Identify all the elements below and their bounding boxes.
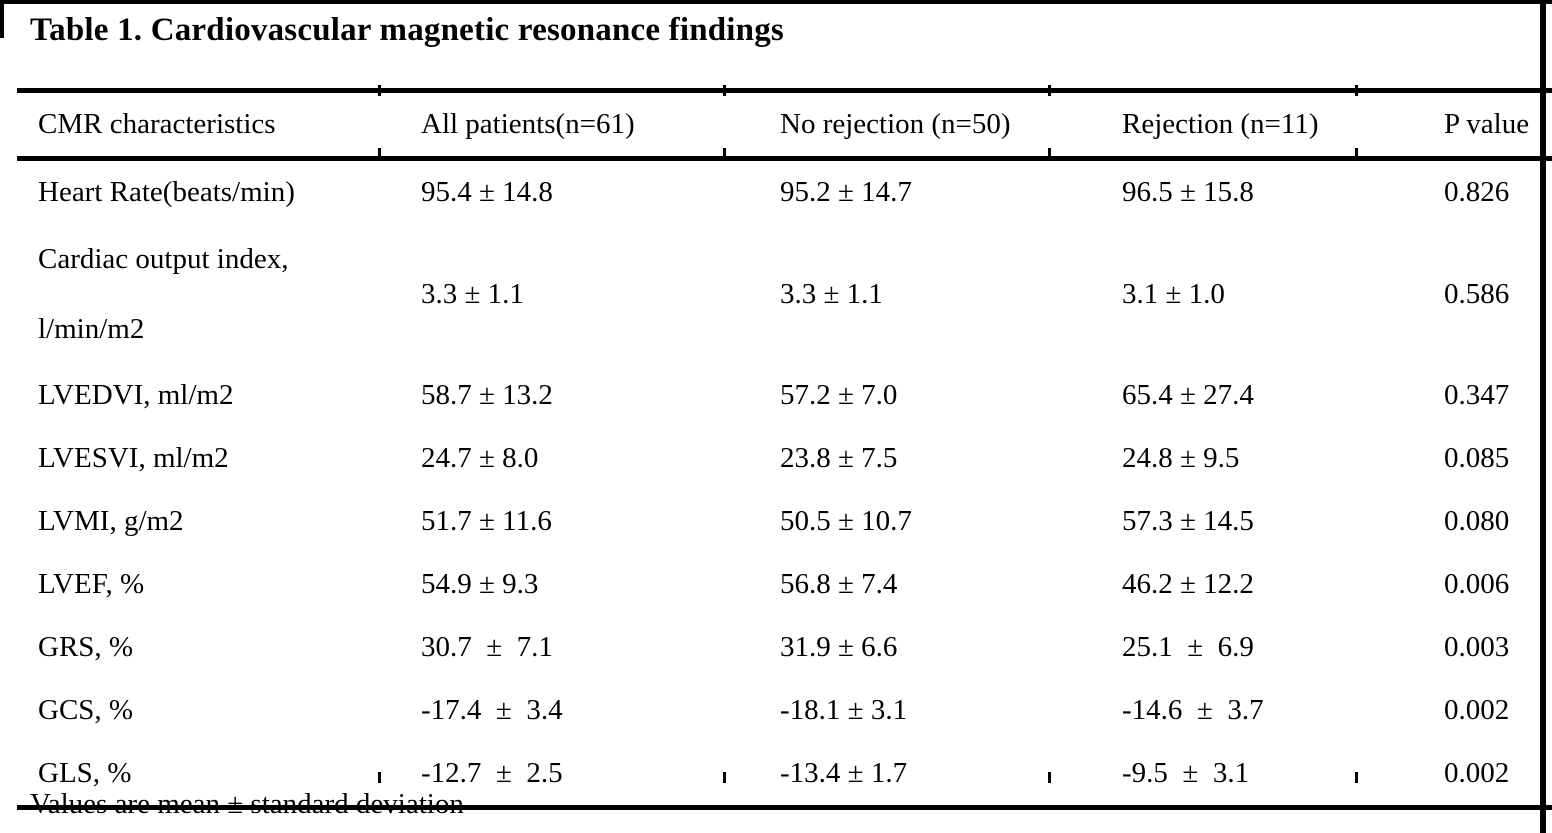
header-row: CMR characteristics All patients(n=61) N…: [17, 90, 1552, 159]
column-divider-tick: [1048, 148, 1051, 159]
column-header-rejection: Rejection (n=11): [1122, 108, 1319, 140]
column-divider-tick: [378, 772, 381, 783]
column-header-no-rejection: No rejection (n=50): [780, 108, 1011, 140]
column-header-p-value: P value: [1444, 108, 1530, 140]
column-divider-tick: [723, 772, 726, 783]
table-footnote: Values are mean ± standard deviation: [30, 788, 464, 820]
row-label: LVEDVI, ml/m2: [38, 379, 234, 411]
value-p: 0.002: [1444, 694, 1510, 726]
value-p: 0.006: [1444, 568, 1510, 600]
value-p: 0.002: [1444, 757, 1510, 789]
column-divider-tick: [378, 85, 381, 96]
table-row: Cardiac output index, l/min/m2 3.3 ± 1.1…: [17, 224, 1552, 364]
page-border-right: [1540, 0, 1546, 833]
table-row: LVMI, g/m2 51.7 ± 11.6 50.5 ± 10.7 57.3 …: [17, 490, 1552, 553]
row-label: GLS, %: [38, 757, 132, 789]
value-all-patients: 3.3 ± 1.1: [421, 277, 524, 310]
value-no-rejection: 31.9 ± 6.6: [780, 631, 898, 663]
column-divider-tick: [378, 148, 381, 159]
column-divider-tick: [723, 148, 726, 159]
value-no-rejection: 57.2 ± 7.0: [780, 379, 898, 411]
value-all-patients: 54.9 ± 9.3: [421, 568, 539, 600]
value-no-rejection: 95.2 ± 14.7: [780, 176, 912, 208]
value-no-rejection: 56.8 ± 7.4: [780, 568, 898, 600]
table-title: Table 1. Cardiovascular magnetic resonan…: [30, 12, 784, 48]
value-rejection: -9.5 ± 3.1: [1122, 757, 1250, 789]
row-label: LVEF, %: [38, 568, 145, 600]
value-rejection: 24.8 ± 9.5: [1122, 442, 1240, 474]
page-border-left-stub: [0, 0, 4, 38]
row-label: Cardiac output index, l/min/m2: [38, 243, 289, 345]
column-header-characteristics: CMR characteristics: [38, 108, 276, 140]
cmr-findings-table: CMR characteristics All patients(n=61) N…: [17, 88, 1552, 810]
value-p: 0.080: [1444, 505, 1510, 537]
value-all-patients: 24.7 ± 8.0: [421, 442, 539, 474]
column-divider-tick: [723, 85, 726, 96]
value-p: 0.586: [1444, 277, 1510, 310]
value-all-patients: -17.4 ± 3.4: [421, 694, 563, 726]
value-all-patients: 51.7 ± 11.6: [421, 505, 552, 537]
table-row: Heart Rate(beats/min) 95.4 ± 14.8 95.2 ±…: [17, 159, 1552, 225]
row-label: LVMI, g/m2: [38, 505, 184, 537]
value-no-rejection: 50.5 ± 10.7: [780, 505, 912, 537]
value-p: 0.347: [1444, 379, 1510, 411]
value-rejection: 65.4 ± 27.4: [1122, 379, 1254, 411]
row-label: LVESVI, ml/m2: [38, 442, 229, 474]
value-p: 0.085: [1444, 442, 1510, 474]
column-divider-tick: [1355, 85, 1358, 96]
value-all-patients: 95.4 ± 14.8: [421, 176, 553, 208]
column-divider-tick: [1355, 148, 1358, 159]
value-p: 0.003: [1444, 631, 1510, 663]
value-no-rejection: 23.8 ± 7.5: [780, 442, 898, 474]
table-row: LVEDVI, ml/m2 58.7 ± 13.2 57.2 ± 7.0 65.…: [17, 364, 1552, 427]
value-no-rejection: -18.1 ± 3.1: [780, 694, 908, 726]
column-divider-tick: [1048, 85, 1051, 96]
value-rejection: 57.3 ± 14.5: [1122, 505, 1254, 537]
table-row: GRS, % 30.7 ± 7.1 31.9 ± 6.6 25.1 ± 6.9 …: [17, 616, 1552, 679]
value-rejection: 25.1 ± 6.9: [1122, 631, 1254, 663]
value-no-rejection: -13.4 ± 1.7: [780, 757, 908, 789]
value-rejection: 46.2 ± 12.2: [1122, 568, 1254, 600]
column-divider-tick: [1355, 772, 1358, 783]
table-row: LVESVI, ml/m2 24.7 ± 8.0 23.8 ± 7.5 24.8…: [17, 427, 1552, 490]
value-rejection: -14.6 ± 3.7: [1122, 694, 1264, 726]
value-no-rejection: 3.3 ± 1.1: [780, 277, 883, 310]
value-all-patients: 30.7 ± 7.1: [421, 631, 553, 663]
table-row: LVEF, % 54.9 ± 9.3 56.8 ± 7.4 46.2 ± 12.…: [17, 553, 1552, 616]
column-divider-tick: [1048, 772, 1051, 783]
value-all-patients: -12.7 ± 2.5: [421, 757, 563, 789]
value-rejection: 3.1 ± 1.0: [1122, 277, 1225, 310]
column-header-all-patients: All patients(n=61): [421, 108, 635, 140]
row-label: Heart Rate(beats/min): [38, 176, 295, 208]
value-p: 0.826: [1444, 176, 1510, 208]
row-label: GRS, %: [38, 631, 134, 663]
table-row: GLS, % -12.7 ± 2.5 -13.4 ± 1.7 -9.5 ± 3.…: [17, 742, 1552, 808]
page-border-top: [0, 0, 1552, 4]
value-all-patients: 58.7 ± 13.2: [421, 379, 553, 411]
value-rejection: 96.5 ± 15.8: [1122, 176, 1254, 208]
row-label: GCS, %: [38, 694, 134, 726]
table-row: GCS, % -17.4 ± 3.4 -18.1 ± 3.1 -14.6 ± 3…: [17, 679, 1552, 742]
